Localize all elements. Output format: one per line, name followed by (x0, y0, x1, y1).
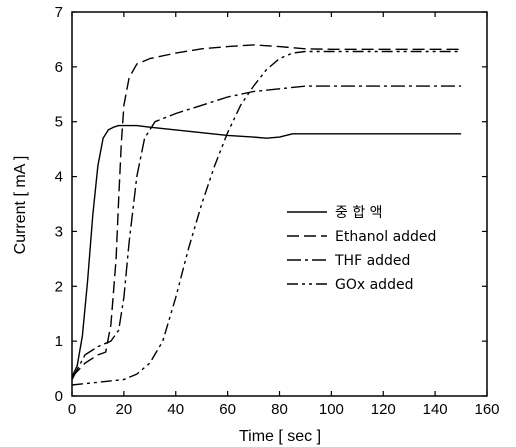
y-tick-label: 3 (55, 223, 63, 240)
y-tick-label: 2 (55, 278, 63, 295)
y-tick-label: 1 (55, 333, 63, 350)
x-tick-label: 80 (271, 401, 288, 418)
y-tick-label: 0 (55, 388, 63, 405)
y-tick-label: 5 (55, 114, 63, 131)
x-tick-label: 20 (116, 401, 133, 418)
x-tick-label: 140 (423, 401, 448, 418)
x-tick-label: 100 (319, 401, 344, 418)
series-line-4 (71, 50, 462, 386)
y-axis-title: Current [ mA ] (12, 156, 29, 255)
series-line-2 (71, 44, 462, 378)
x-tick-label: 40 (167, 401, 184, 418)
series-line-3 (71, 85, 462, 380)
legend-label: THF added (334, 253, 410, 269)
legend-label: 중 합 액 (335, 205, 383, 221)
legend-label: Ethanol added (335, 229, 436, 245)
y-tick-label: 7 (55, 4, 63, 21)
y-tick-label: 6 (55, 59, 63, 76)
x-tick-label: 160 (474, 401, 499, 418)
x-axis-title: Time [ sec ] (239, 428, 321, 445)
legend-label: GOx added (335, 277, 413, 293)
x-tick-label: 120 (371, 401, 396, 418)
series-line-1 (71, 124, 462, 378)
x-tick-label: 60 (219, 401, 236, 418)
x-tick-label: 0 (68, 401, 76, 418)
y-tick-label: 4 (55, 169, 63, 186)
